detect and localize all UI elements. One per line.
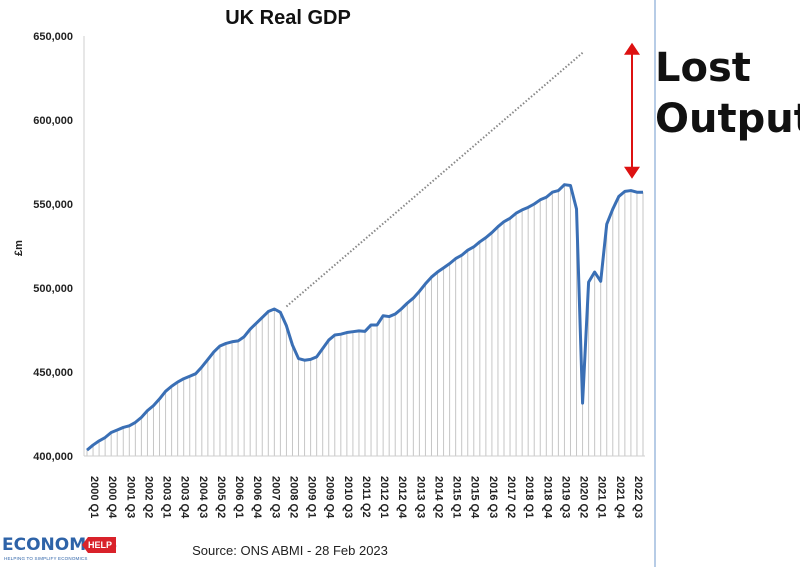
x-tick-label: 2012 Q1 xyxy=(378,476,390,518)
x-tick-label: 2007 Q3 xyxy=(269,476,281,518)
x-tick-label: 2018 Q4 xyxy=(541,476,553,519)
x-tick-label: 2000 Q1 xyxy=(88,476,100,518)
y-axis-label: £m xyxy=(13,240,25,256)
y-tick-label: 550,000 xyxy=(33,199,73,211)
x-tick-label: 2021 Q1 xyxy=(596,476,608,518)
x-tick-label: 2003 Q1 xyxy=(161,476,173,518)
x-tick-label: 2004 Q3 xyxy=(197,476,209,518)
lost-output-arrow xyxy=(624,42,640,179)
source-note: Source: ONS ABMI - 28 Feb 2023 xyxy=(192,543,388,558)
economics-help-logo: ECONOMICS HELP HELPING TO SIMPLIFY ECONO… xyxy=(2,535,118,561)
x-tick-label: 2017 Q2 xyxy=(505,476,517,518)
x-tick-label: 2011 Q2 xyxy=(360,476,372,518)
arrow-head-down xyxy=(624,166,640,179)
gdp-series-line xyxy=(86,183,643,452)
x-tick-label: 2002 Q2 xyxy=(142,476,154,518)
x-tick-label: 2018 Q1 xyxy=(523,476,535,518)
y-tick-label: 450,000 xyxy=(33,367,73,379)
chart-title: UK Real GDP xyxy=(225,7,351,29)
annotation-line-1: Lost xyxy=(655,45,751,91)
x-tick-label: 2006 Q4 xyxy=(251,476,263,519)
x-tick-labels: 2000 Q1 2000 Q4 2001 Q3 2002 Q2 2003 Q1 2003 … xyxy=(88,476,644,519)
x-tick-label: 2009 Q1 xyxy=(306,476,318,518)
x-tick-label: 2019 Q3 xyxy=(559,476,571,518)
y-tick-label: 600,000 xyxy=(33,115,73,127)
logo-tagline: HELPING TO SIMPLIFY ECONOMICS xyxy=(4,556,88,561)
logo-badge-text: HELP xyxy=(88,540,112,550)
x-tick-label: 2022 Q3 xyxy=(632,476,644,518)
x-tick-label: 2015 Q1 xyxy=(451,476,463,518)
x-tick-label: 2000 Q4 xyxy=(106,476,118,519)
x-tick-label: 2009 Q4 xyxy=(324,476,336,519)
x-tick-label: 2010 Q3 xyxy=(342,476,354,518)
vertical-drop-lines xyxy=(86,184,644,456)
x-tick-label: 2008 Q2 xyxy=(287,476,299,518)
x-tick-label: 2014 Q2 xyxy=(432,476,444,518)
annotation-line-2: Output xyxy=(655,96,800,142)
x-tick-label: 2006 Q1 xyxy=(233,476,245,518)
x-tick-label: 2021 Q4 xyxy=(614,476,626,519)
x-tick-label: 2020 Q2 xyxy=(578,476,590,518)
y-tick-labels: 400,000 450,000 500,000 550,000 600,000 650,0… xyxy=(33,31,73,463)
x-tick-label: 2015 Q4 xyxy=(469,476,481,519)
y-tick-label: 650,000 xyxy=(33,31,73,43)
x-tick-label: 2003 Q4 xyxy=(179,476,191,519)
y-tick-label: 400,000 xyxy=(33,451,73,463)
x-tick-label: 2012 Q4 xyxy=(396,476,408,519)
x-tick-label: 2001 Q3 xyxy=(124,476,136,518)
trend-line xyxy=(285,52,584,308)
x-tick-label: 2016 Q3 xyxy=(487,476,499,518)
arrow-head-up xyxy=(624,42,640,55)
x-tick-label: 2005 Q2 xyxy=(215,476,227,518)
x-tick-label: 2013 Q3 xyxy=(414,476,426,518)
y-tick-label: 500,000 xyxy=(33,283,73,295)
logo-badge xyxy=(82,537,116,553)
